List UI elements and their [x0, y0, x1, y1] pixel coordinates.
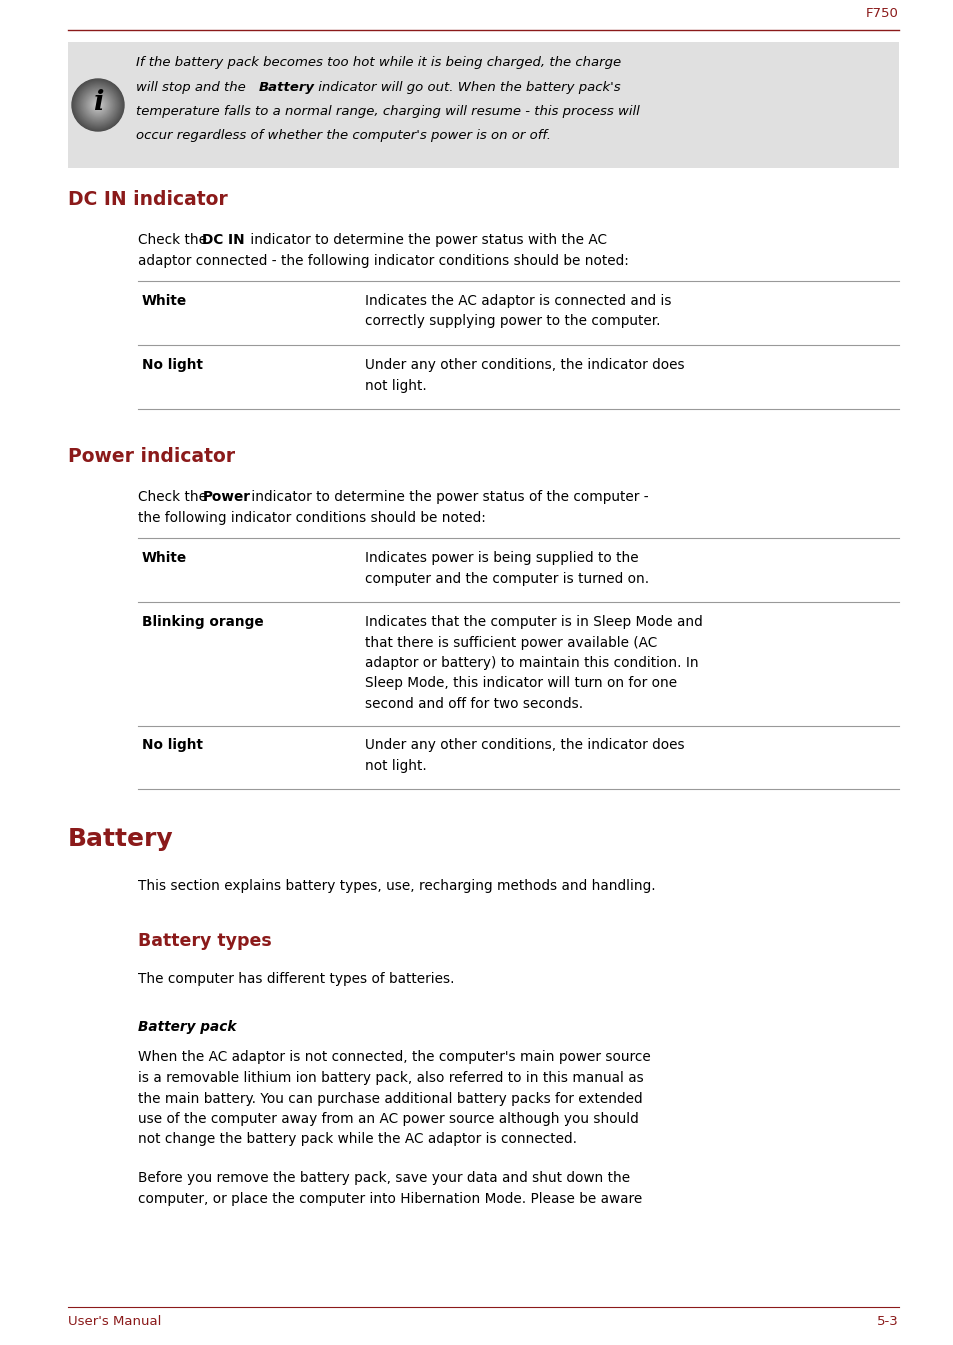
FancyBboxPatch shape	[68, 42, 898, 168]
Circle shape	[78, 85, 117, 125]
Text: This section explains battery types, use, recharging methods and handling.: This section explains battery types, use…	[138, 880, 655, 893]
Text: occur regardless of whether the computer's power is on or off.: occur regardless of whether the computer…	[136, 129, 551, 143]
Text: No light: No light	[142, 738, 203, 752]
Text: Before you remove the battery pack, save your data and shut down the: Before you remove the battery pack, save…	[138, 1171, 630, 1185]
Text: will stop and the: will stop and the	[136, 81, 250, 94]
Circle shape	[91, 98, 105, 112]
Text: computer and the computer is turned on.: computer and the computer is turned on.	[365, 572, 648, 585]
Text: Indicates the AC adaptor is connected and is: Indicates the AC adaptor is connected an…	[365, 295, 671, 308]
Circle shape	[77, 85, 118, 125]
Text: i: i	[92, 89, 103, 116]
Text: Battery types: Battery types	[138, 932, 272, 950]
Text: Sleep Mode, this indicator will turn on for one: Sleep Mode, this indicator will turn on …	[365, 677, 677, 690]
Text: the following indicator conditions should be noted:: the following indicator conditions shoul…	[138, 511, 485, 525]
Text: use of the computer away from an AC power source although you should: use of the computer away from an AC powe…	[138, 1112, 639, 1126]
Text: User's Manual: User's Manual	[68, 1315, 161, 1328]
Circle shape	[95, 102, 101, 108]
Text: adaptor connected - the following indicator conditions should be noted:: adaptor connected - the following indica…	[138, 253, 628, 268]
Text: Indicates power is being supplied to the: Indicates power is being supplied to the	[365, 551, 638, 565]
Text: DC IN: DC IN	[202, 233, 245, 247]
Circle shape	[73, 81, 122, 129]
Text: Power indicator: Power indicator	[68, 447, 234, 465]
Text: Power: Power	[202, 490, 251, 504]
Circle shape	[84, 90, 112, 120]
Circle shape	[92, 100, 103, 110]
Circle shape	[79, 86, 116, 124]
Circle shape	[72, 79, 123, 130]
Circle shape	[96, 104, 100, 106]
Circle shape	[87, 94, 109, 116]
Circle shape	[93, 101, 102, 109]
Circle shape	[80, 87, 116, 122]
Text: F750: F750	[865, 7, 898, 20]
Text: that there is sufficient power available (AC: that there is sufficient power available…	[365, 635, 657, 650]
Text: not light.: not light.	[365, 759, 426, 773]
Circle shape	[74, 82, 121, 128]
Circle shape	[86, 93, 111, 117]
Circle shape	[75, 82, 120, 128]
Circle shape	[81, 87, 115, 122]
Text: White: White	[142, 295, 187, 308]
Circle shape	[89, 95, 107, 114]
Text: not change the battery pack while the AC adaptor is connected.: not change the battery pack while the AC…	[138, 1132, 577, 1146]
Text: adaptor or battery) to maintain this condition. In: adaptor or battery) to maintain this con…	[365, 656, 698, 670]
Text: indicator will go out. When the battery pack's: indicator will go out. When the battery …	[314, 81, 620, 94]
Text: White: White	[142, 551, 187, 565]
Text: is a removable lithium ion battery pack, also referred to in this manual as: is a removable lithium ion battery pack,…	[138, 1071, 643, 1085]
Text: When the AC adaptor is not connected, the computer's main power source: When the AC adaptor is not connected, th…	[138, 1050, 650, 1064]
Text: correctly supplying power to the computer.: correctly supplying power to the compute…	[365, 315, 659, 328]
Circle shape	[83, 90, 113, 120]
Text: Under any other conditions, the indicator does: Under any other conditions, the indicato…	[365, 358, 684, 373]
Circle shape	[87, 93, 110, 117]
Text: the main battery. You can purchase additional battery packs for extended: the main battery. You can purchase addit…	[138, 1092, 642, 1106]
Text: Indicates that the computer is in Sleep Mode and: Indicates that the computer is in Sleep …	[365, 615, 702, 629]
Text: Battery: Battery	[259, 81, 314, 94]
Text: temperature falls to a normal range, charging will resume - this process will: temperature falls to a normal range, cha…	[136, 105, 639, 118]
Text: indicator to determine the power status with the AC: indicator to determine the power status …	[245, 233, 606, 247]
Text: DC IN indicator: DC IN indicator	[68, 190, 228, 208]
Text: not light.: not light.	[365, 378, 426, 393]
Text: 5-3: 5-3	[877, 1315, 898, 1328]
Text: Battery: Battery	[68, 827, 173, 851]
Text: The computer has different types of batteries.: The computer has different types of batt…	[138, 972, 454, 986]
Text: Under any other conditions, the indicator does: Under any other conditions, the indicato…	[365, 738, 684, 752]
Circle shape	[76, 83, 119, 126]
Circle shape	[91, 98, 104, 112]
Circle shape	[90, 97, 106, 113]
Text: No light: No light	[142, 358, 203, 373]
Circle shape	[88, 95, 108, 114]
Text: computer, or place the computer into Hibernation Mode. Please be aware: computer, or place the computer into Hib…	[138, 1192, 641, 1206]
Text: Check the: Check the	[138, 490, 212, 504]
Circle shape	[82, 89, 114, 121]
Text: Battery pack: Battery pack	[138, 1021, 236, 1034]
Text: If the battery pack becomes too hot while it is being charged, the charge: If the battery pack becomes too hot whil…	[136, 56, 620, 69]
Text: Blinking orange: Blinking orange	[142, 615, 263, 629]
Circle shape	[85, 91, 112, 118]
Text: indicator to determine the power status of the computer -: indicator to determine the power status …	[247, 490, 648, 504]
Circle shape	[97, 104, 99, 106]
Circle shape	[94, 101, 101, 109]
Text: Check the: Check the	[138, 233, 212, 247]
Circle shape	[71, 79, 124, 130]
Text: second and off for two seconds.: second and off for two seconds.	[365, 697, 582, 712]
